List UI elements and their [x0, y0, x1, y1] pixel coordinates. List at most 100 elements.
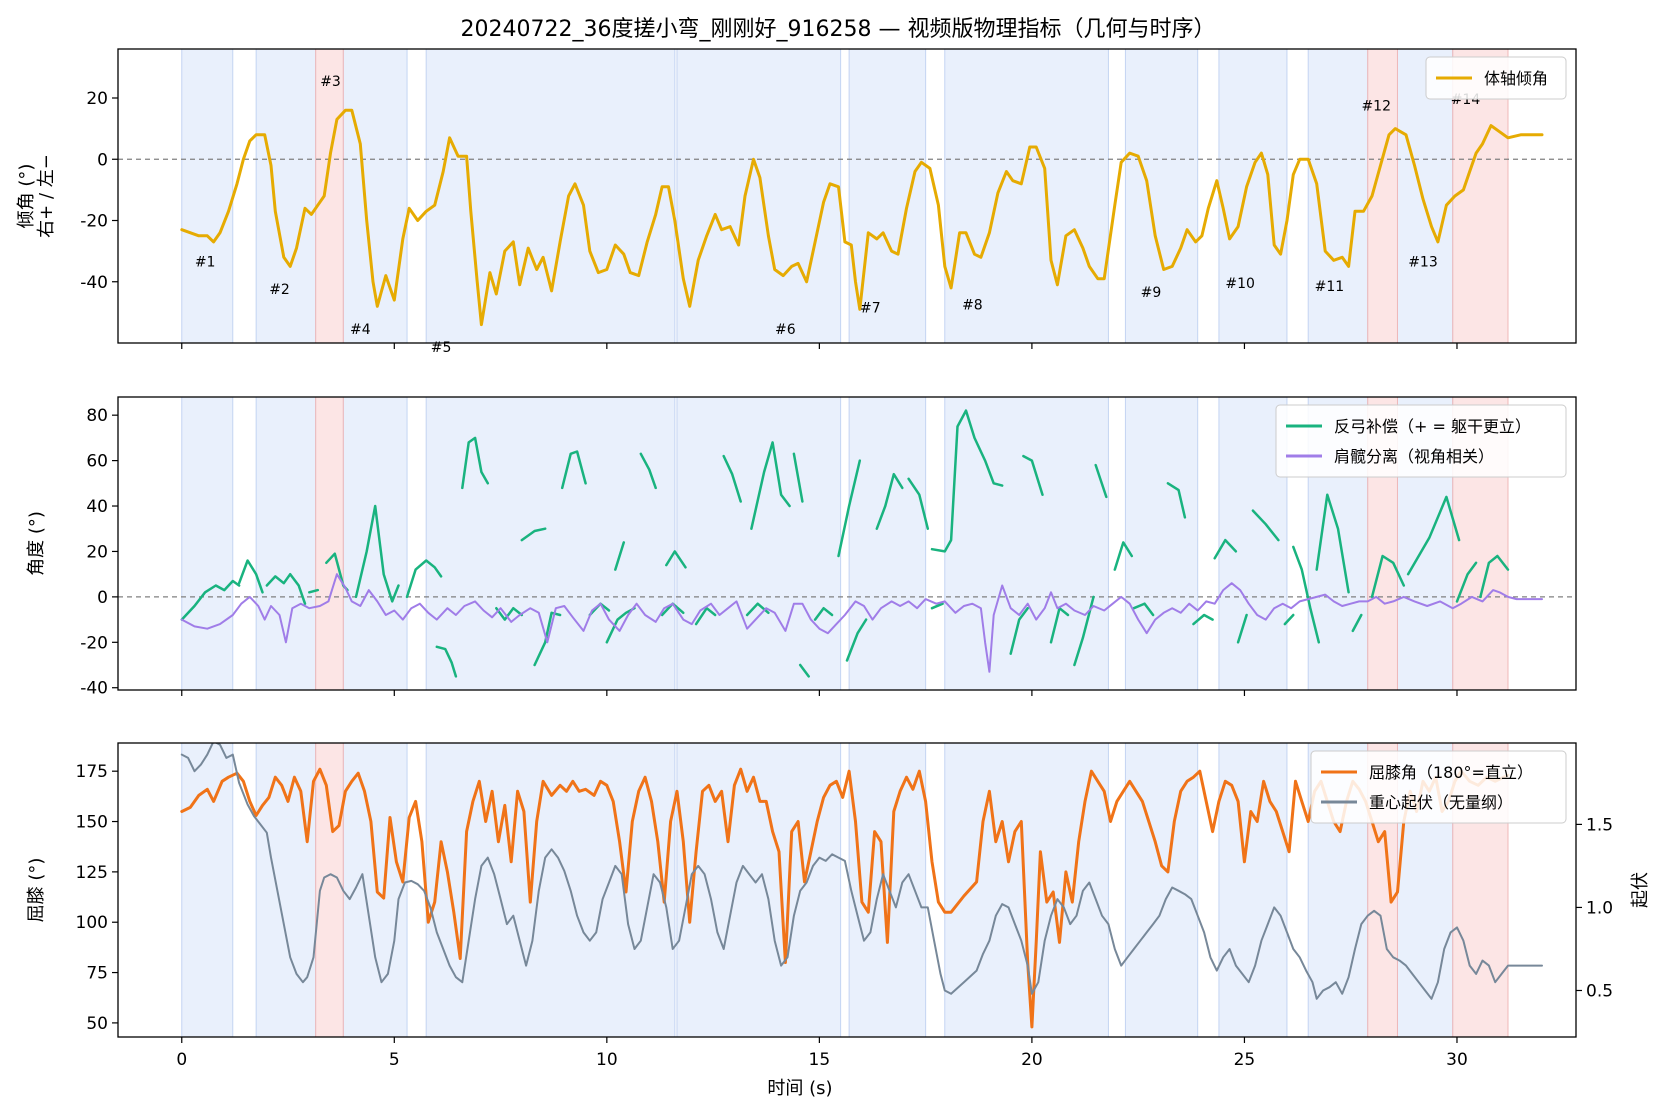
- legend-box: [1310, 750, 1567, 824]
- shaded-span-red: [315, 396, 344, 691]
- x-tick-label: 10: [596, 1050, 618, 1070]
- series-line-comp: [1094, 463, 1108, 499]
- series-line-comp: [930, 409, 1004, 553]
- series-line-comp: [495, 606, 524, 621]
- series-line-comp: [1315, 493, 1350, 594]
- shaded-span-red: [1367, 48, 1398, 344]
- series-line-comp: [354, 504, 400, 603]
- y2-tick-label: 0.5: [1586, 981, 1613, 1001]
- shaded-span-blue: [1218, 48, 1288, 344]
- series-line-comp: [435, 645, 458, 678]
- series-line-comp: [461, 436, 490, 490]
- x-tick-label: 20: [1021, 1050, 1043, 1070]
- y-axis-label: 右+ / 左−: [36, 154, 57, 238]
- x-axis-label: 时间 (s): [767, 1078, 832, 1099]
- annotation-label: #7: [860, 300, 881, 316]
- axes-frame: [117, 48, 1577, 344]
- x-tick-label: 0: [176, 1050, 187, 1070]
- shaded-span-blue: [848, 396, 927, 691]
- series-line-comp: [308, 588, 320, 594]
- series-line-tilt: [180, 108, 1544, 327]
- shaded-span-blue: [342, 396, 408, 691]
- annotation-label: #13: [1408, 254, 1438, 270]
- series-line-comp: [1292, 545, 1321, 644]
- annotation-label: #1: [195, 254, 216, 270]
- y2-tick-label: 1.5: [1586, 815, 1613, 835]
- y-tick-label: 100: [76, 913, 108, 933]
- annotation-label: #6: [775, 322, 796, 338]
- series-line-comp: [639, 452, 657, 490]
- shaded-span-blue: [1124, 742, 1199, 1038]
- axes-frame: [117, 742, 1577, 1038]
- legend: 反弓补偿（+ = 躯干更立） 肩髋分离（视角相关）: [1275, 404, 1567, 478]
- y-tick-label: 175: [76, 762, 108, 782]
- series-line-comp: [1479, 554, 1510, 599]
- y-tick-label: -20: [80, 212, 108, 232]
- series-line-comp: [750, 441, 791, 530]
- shaded-span-blue: [342, 742, 408, 1038]
- series-line-comp: [1113, 541, 1134, 571]
- panel-knee: 50 75 100 125 150 175 0 5 10 15 20 25 30 0.5 1.0 1.5 屈膝 …: [26, 742, 1651, 1070]
- series-line-comp: [907, 477, 930, 530]
- shaded-span-blue: [181, 48, 234, 344]
- series-line-com: [180, 743, 1543, 1000]
- series-line-comp: [1370, 554, 1406, 599]
- y-tick-label: -20: [80, 633, 108, 653]
- shaded-span-blue: [944, 742, 1109, 1038]
- y-axis-label: 角度 (°): [26, 511, 47, 576]
- shaded-span-blue: [181, 742, 234, 1038]
- shaded-span-blue: [255, 48, 317, 344]
- y-tick-label: 75: [86, 964, 108, 984]
- x-tick-label: 5: [389, 1050, 400, 1070]
- annotation-label: #12: [1361, 98, 1391, 114]
- series-line-comp: [237, 559, 264, 594]
- y-tick-label: 40: [86, 497, 108, 517]
- series-line-comp: [930, 602, 944, 610]
- y-tick-label: -40: [80, 679, 108, 699]
- shaded-span-blue: [255, 742, 317, 1038]
- y-tick-label: 20: [86, 542, 108, 562]
- series-line-comp: [1236, 613, 1248, 644]
- x-tick-label: 25: [1234, 1050, 1256, 1070]
- series-line-comp: [837, 459, 862, 558]
- y-tick-label: 150: [76, 813, 108, 833]
- y-tick-label: 80: [86, 406, 108, 426]
- series-line-comp: [1283, 613, 1295, 626]
- series-line-comp: [813, 606, 834, 621]
- annotation-label: #4: [350, 322, 371, 338]
- series-line-comp: [520, 527, 547, 542]
- y-tick-label: 0: [97, 150, 108, 170]
- series-line-comp: [1132, 602, 1155, 617]
- series-line-shoulder: [180, 573, 1543, 673]
- shaded-span-blue: [944, 396, 1109, 691]
- series-line-comp: [1455, 561, 1478, 603]
- shaded-span-blue: [676, 48, 842, 344]
- series-line-comp: [405, 559, 443, 599]
- series-line-comp: [614, 541, 626, 571]
- series-line-comp: [792, 452, 804, 503]
- series-line-comp: [1406, 495, 1461, 576]
- legend: 屈膝角（180°=直立） 重心起伏（无量纲）: [1310, 750, 1567, 824]
- shaded-span-red: [315, 48, 344, 344]
- series-line-comp: [722, 454, 742, 503]
- shaded-span-blue: [1218, 742, 1288, 1038]
- series-line-comp: [694, 606, 717, 626]
- legend-entry: 屈膝角（180°=直立）: [1369, 763, 1533, 782]
- shaded-span-blue: [181, 396, 234, 691]
- series-line-comp: [1009, 606, 1029, 655]
- series-line-comp: [1166, 482, 1187, 519]
- shaded-span-blue: [1124, 48, 1199, 344]
- y2-axis-label: 起伏: [1630, 872, 1651, 908]
- y-tick-label: -40: [80, 273, 108, 293]
- series-line-comp: [665, 550, 687, 569]
- annotation-label: #10: [1225, 276, 1255, 292]
- y-tick-label: 20: [86, 89, 108, 109]
- legend-entry: 肩髋分离（视角相关）: [1334, 447, 1494, 466]
- legend-entry: 体轴倾角: [1484, 69, 1548, 88]
- shaded-span-blue: [425, 396, 676, 691]
- panel-tilt: #1#2#3#4#5#6#7 #8#9#10 #11#12#13#14-40-200…: [16, 48, 1577, 356]
- series-line-knee: [180, 767, 1510, 1029]
- series-line-comp: [560, 450, 587, 490]
- annotation-label: #8: [962, 297, 983, 313]
